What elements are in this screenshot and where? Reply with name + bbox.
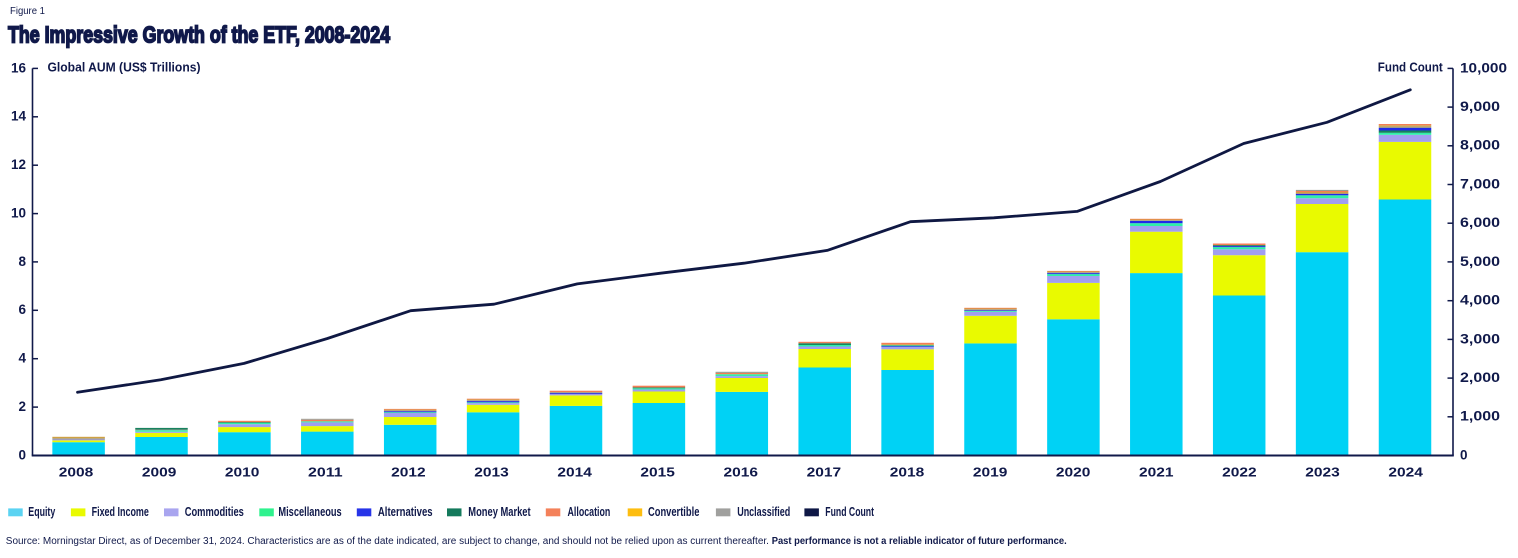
svg-text:Convertible: Convertible <box>648 505 699 519</box>
svg-text:2017: 2017 <box>807 465 842 480</box>
svg-text:16: 16 <box>11 60 27 75</box>
svg-text:4: 4 <box>18 351 26 366</box>
svg-text:2019: 2019 <box>973 465 1008 480</box>
svg-text:14: 14 <box>11 109 27 124</box>
svg-text:0: 0 <box>1460 447 1468 462</box>
svg-text:0: 0 <box>18 447 26 462</box>
svg-text:2024: 2024 <box>1388 465 1423 480</box>
svg-text:2016: 2016 <box>724 465 759 480</box>
svg-text:6: 6 <box>18 302 26 317</box>
svg-text:7,000: 7,000 <box>1460 176 1500 191</box>
svg-text:Figure 1: Figure 1 <box>10 5 45 17</box>
svg-text:Fund Count: Fund Count <box>1378 60 1444 75</box>
svg-text:2009: 2009 <box>142 465 177 480</box>
svg-text:2021: 2021 <box>1139 465 1174 480</box>
svg-text:Commodities: Commodities <box>185 505 244 519</box>
svg-text:4,000: 4,000 <box>1460 293 1500 308</box>
svg-text:2014: 2014 <box>557 465 592 480</box>
svg-text:2012: 2012 <box>391 465 426 480</box>
svg-text:2022: 2022 <box>1222 465 1257 480</box>
svg-text:Fixed Income: Fixed Income <box>92 505 149 519</box>
svg-text:8: 8 <box>18 254 26 269</box>
svg-text:2008: 2008 <box>59 465 94 480</box>
svg-text:10: 10 <box>11 206 26 221</box>
svg-text:Allocation: Allocation <box>568 505 611 519</box>
svg-text:Unclassified: Unclassified <box>737 505 790 519</box>
svg-text:12: 12 <box>11 157 26 172</box>
svg-text:6,000: 6,000 <box>1460 215 1500 230</box>
svg-text:1,000: 1,000 <box>1460 409 1500 424</box>
svg-text:2015: 2015 <box>640 465 675 480</box>
svg-text:2023: 2023 <box>1305 465 1340 480</box>
svg-text:Money Market: Money Market <box>468 505 531 519</box>
svg-text:2010: 2010 <box>225 465 260 480</box>
svg-text:The Impressive Growth of the E: The Impressive Growth of the ETF, 2008-2… <box>8 22 390 48</box>
svg-text:9,000: 9,000 <box>1460 99 1500 114</box>
svg-text:10,000: 10,000 <box>1460 60 1507 75</box>
svg-text:5,000: 5,000 <box>1460 254 1500 269</box>
svg-text:3,000: 3,000 <box>1460 331 1500 346</box>
svg-text:Alternatives: Alternatives <box>378 505 433 519</box>
svg-text:Equity: Equity <box>28 505 55 519</box>
svg-text:2011: 2011 <box>308 465 343 480</box>
svg-text:Miscellaneous: Miscellaneous <box>278 505 341 519</box>
svg-text:Global AUM (US$ Trillions): Global AUM (US$ Trillions) <box>48 60 201 75</box>
svg-text:8,000: 8,000 <box>1460 138 1500 153</box>
svg-text:2,000: 2,000 <box>1460 370 1500 385</box>
svg-text:2018: 2018 <box>890 465 925 480</box>
svg-text:2: 2 <box>18 399 26 414</box>
svg-text:Source: Morningstar Direct, as: Source: Morningstar Direct, as of Decemb… <box>6 536 1067 547</box>
svg-text:2013: 2013 <box>474 465 509 480</box>
svg-text:2020: 2020 <box>1056 465 1091 480</box>
svg-text:Fund Count: Fund Count <box>825 505 874 519</box>
